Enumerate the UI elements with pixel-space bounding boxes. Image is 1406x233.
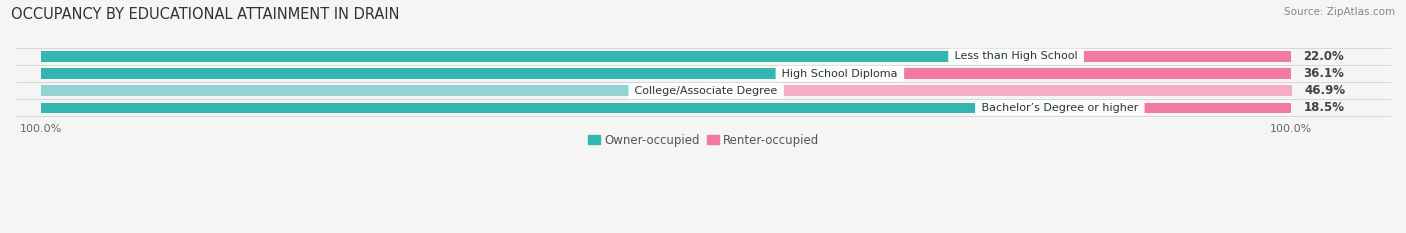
Text: 18.5%: 18.5% <box>1303 101 1344 114</box>
Text: College/Associate Degree: College/Associate Degree <box>631 86 780 96</box>
Bar <box>1060 103 1291 113</box>
Text: High School Diploma: High School Diploma <box>779 69 901 79</box>
Text: 36.1%: 36.1% <box>1303 67 1344 80</box>
Bar <box>41 51 1017 62</box>
Bar <box>41 103 1060 113</box>
Text: 22.0%: 22.0% <box>1303 50 1344 63</box>
Text: 78.0%: 78.0% <box>956 50 997 63</box>
Text: OCCUPANCY BY EDUCATIONAL ATTAINMENT IN DRAIN: OCCUPANCY BY EDUCATIONAL ATTAINMENT IN D… <box>11 7 399 22</box>
Bar <box>41 68 839 79</box>
Bar <box>706 85 1292 96</box>
Text: Less than High School: Less than High School <box>950 51 1081 62</box>
Bar <box>41 85 706 96</box>
Text: Bachelor’s Degree or higher: Bachelor’s Degree or higher <box>979 103 1142 113</box>
Bar <box>41 51 1291 62</box>
Legend: Owner-occupied, Renter-occupied: Owner-occupied, Renter-occupied <box>583 129 824 151</box>
Bar <box>839 68 1291 79</box>
Text: 53.2%: 53.2% <box>647 84 688 97</box>
Text: 46.9%: 46.9% <box>1305 84 1346 97</box>
Bar <box>41 68 1291 79</box>
Text: 81.5%: 81.5% <box>1000 101 1040 114</box>
Bar <box>41 103 1291 113</box>
Bar <box>41 85 1291 96</box>
Text: Source: ZipAtlas.com: Source: ZipAtlas.com <box>1284 7 1395 17</box>
Bar <box>1017 51 1291 62</box>
Text: 63.9%: 63.9% <box>780 67 821 80</box>
